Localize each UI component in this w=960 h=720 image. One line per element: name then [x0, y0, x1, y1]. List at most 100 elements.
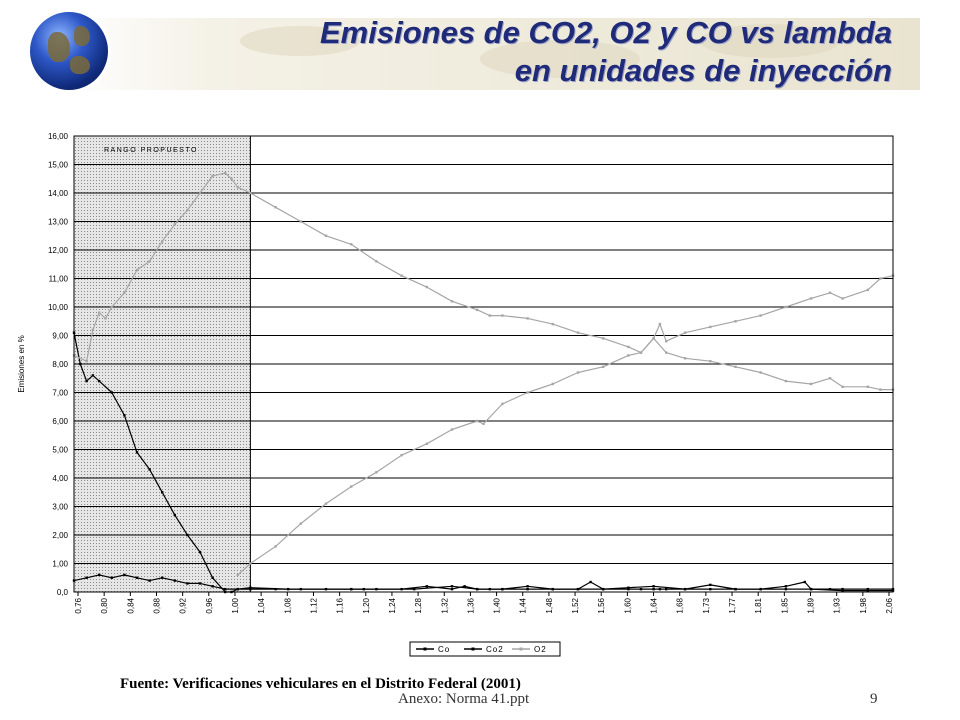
- y-tick-label: 6,00: [52, 417, 68, 426]
- title-banner: [60, 18, 920, 90]
- x-tick-label: 1,93: [833, 597, 842, 613]
- y-tick-label: 8,00: [52, 360, 68, 369]
- data-point: [425, 585, 428, 588]
- title-line-2: en unidades de inyección: [514, 53, 892, 88]
- data-point: [186, 208, 189, 212]
- data-point: [709, 583, 712, 587]
- data-point: [709, 359, 712, 363]
- x-tick-label: 1,89: [807, 597, 816, 613]
- data-point: [91, 374, 95, 377]
- data-point: [879, 388, 882, 391]
- data-point: [809, 587, 813, 591]
- data-point: [526, 391, 529, 394]
- data-point: [683, 587, 687, 591]
- data-point: [526, 587, 529, 591]
- y-tick-label: 3,00: [52, 503, 68, 512]
- data-point: [450, 428, 454, 431]
- x-tick-label: 1,77: [728, 597, 737, 613]
- x-tick-label: 0,88: [152, 597, 161, 613]
- data-point: [841, 589, 844, 592]
- y-tick-label: 4,00: [52, 474, 68, 483]
- data-point: [589, 580, 592, 584]
- data-point: [665, 340, 668, 343]
- data-point: [602, 587, 605, 591]
- x-tick-label: 1,36: [466, 597, 475, 613]
- data-point: [602, 337, 605, 340]
- data-point: [186, 582, 189, 585]
- legend-marker: [471, 647, 475, 651]
- data-point: [476, 419, 479, 423]
- globe-icon: [30, 12, 108, 90]
- legend-marker: [423, 647, 427, 651]
- plot-frame: [73, 135, 894, 593]
- x-tick-label: 1,44: [519, 597, 528, 613]
- data-point: [526, 585, 529, 588]
- data-point: [85, 359, 88, 363]
- x-tick-label: 1,24: [388, 597, 397, 613]
- data-point: [375, 587, 378, 591]
- data-point: [665, 351, 668, 354]
- x-tick-label: 2,06: [885, 597, 894, 613]
- data-point: [400, 454, 403, 457]
- data-point: [299, 220, 302, 223]
- data-point: [551, 322, 554, 326]
- data-point: [236, 587, 239, 591]
- data-point: [211, 174, 214, 178]
- x-tick-label: 1,40: [493, 597, 502, 613]
- data-point: [576, 371, 580, 374]
- data-point: [236, 186, 239, 189]
- y-tick-label: 2,00: [52, 531, 68, 540]
- x-tick-label: 1,85: [780, 597, 789, 613]
- legend-label: Co2: [486, 645, 504, 654]
- data-point: [866, 288, 869, 292]
- data-point: [198, 582, 202, 585]
- page-number: 9: [870, 691, 878, 707]
- data-point: [501, 314, 504, 317]
- data-point: [198, 550, 202, 554]
- map-decoration: [480, 40, 640, 78]
- data-point: [110, 576, 113, 579]
- data-point: [576, 331, 580, 334]
- data-point: [809, 382, 813, 386]
- y-tick-label: 7,00: [52, 389, 68, 398]
- data-point: [450, 587, 454, 591]
- data-point: [98, 379, 101, 383]
- data-point: [148, 579, 151, 582]
- data-point: [173, 223, 176, 226]
- data-point: [161, 576, 164, 579]
- series-line-2: [73, 172, 893, 391]
- data-point: [576, 587, 580, 591]
- data-point: [425, 285, 428, 289]
- data-point: [79, 362, 82, 366]
- x-tick-label: 1,98: [859, 597, 868, 613]
- data-point: [362, 587, 365, 591]
- data-point: [274, 587, 277, 591]
- x-tick-label: 0,80: [100, 597, 109, 613]
- y-tick-label: 12,00: [48, 246, 69, 255]
- y-tick-label: 0,0: [57, 588, 69, 597]
- footer-filename: Anexo: Norma 41.ppt: [398, 691, 530, 707]
- data-point: [809, 297, 813, 300]
- x-tick-label: 1,64: [650, 597, 659, 613]
- data-point: [639, 351, 643, 354]
- data-point: [866, 385, 869, 388]
- y-tick-label: 10,00: [48, 303, 69, 312]
- data-point: [784, 587, 788, 591]
- data-point: [841, 385, 844, 388]
- data-point: [803, 580, 806, 584]
- data-point: [173, 513, 176, 517]
- data-point: [866, 589, 869, 592]
- data-point: [135, 451, 139, 454]
- data-point: [413, 587, 416, 591]
- x-tick-label: 1,68: [676, 597, 685, 613]
- series-line-3: [237, 275, 894, 576]
- x-tick-label: 1,12: [309, 597, 318, 613]
- x-tick-label: 1,20: [362, 597, 371, 613]
- x-tick-label: 0,96: [205, 597, 214, 613]
- y-axis-title: Emisiones en %: [17, 335, 26, 392]
- y-tick-label: 15,00: [48, 161, 69, 170]
- data-point: [123, 573, 126, 577]
- data-point: [249, 587, 252, 591]
- map-decoration: [240, 26, 360, 56]
- data-point: [683, 357, 687, 360]
